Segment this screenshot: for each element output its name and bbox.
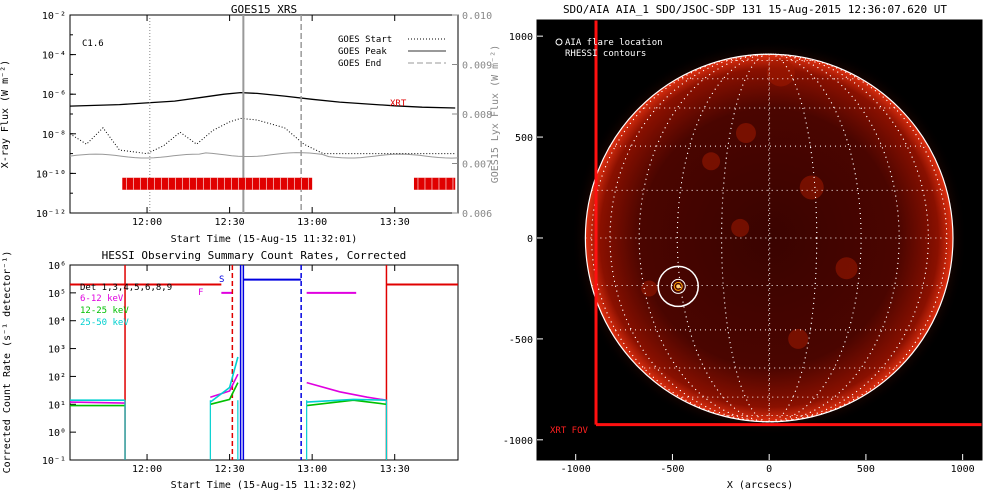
legend-aia-flare: AIA flare location <box>565 38 663 48</box>
goes-legend: GOES Start GOES Peak GOES End <box>338 35 446 69</box>
sun-y-tick-label: 0 <box>527 234 533 245</box>
sun-x-tick-label: 0 <box>766 464 772 475</box>
hessi-y-tick-label: 10⁴ <box>48 317 66 328</box>
xrt-fov-label: XRT FOV <box>550 426 589 436</box>
goes-title: GOES15 XRS <box>231 3 297 16</box>
hessi-detectors: Det 1,3,4,5,6,8,9 <box>80 283 172 293</box>
goes-long-channel-line <box>69 91 456 109</box>
goes-y2-tick-label: 0.006 <box>462 209 492 220</box>
goes-y2label: GOES15 Lyx Flux (W m⁻²) <box>490 45 501 183</box>
sun-active-region <box>766 58 795 87</box>
hessi-x-tick-label: 12:00 <box>132 464 162 475</box>
goes-y2-tick-label: 0.010 <box>462 11 492 22</box>
hessi-y-tick-label: 10² <box>48 372 66 383</box>
sun-active-region <box>641 280 658 297</box>
hessi-xlabel: Start Time (15-Aug-15 11:32:02) <box>171 480 358 491</box>
goes-y-tick-label: 10⁻⁴ <box>42 51 66 62</box>
hessi-y-tick-label: 10⁰ <box>48 428 66 439</box>
sun-grid <box>585 53 949 423</box>
sun-xlabel: X (arcsecs) <box>727 480 793 491</box>
goes-y-tick-label: 10⁻¹⁰ <box>36 169 66 180</box>
hessi-series-line <box>209 356 239 403</box>
sun-active-region <box>735 123 756 144</box>
hessi-y-tick-label: 10¹ <box>48 400 66 411</box>
goes-class-label: C1.6 <box>82 39 104 49</box>
hessi-x-tick-label: 12:30 <box>215 464 245 475</box>
hessi-series-line <box>69 401 126 404</box>
sun-x-tick-label: -500 <box>660 464 684 475</box>
goes-x-tick-label: 12:30 <box>215 217 245 228</box>
legend-25-50: 25-50 keV <box>80 318 129 328</box>
goes-panel: 12:00 12:30 13:00 13:30 10⁻² 10⁻⁴ 10⁻⁶ 10⁻⁸ 10⁻¹… <box>0 3 501 245</box>
sun-active-region <box>731 218 750 237</box>
legend-goes-peak: GOES Peak <box>338 47 387 57</box>
goes-ylabel: X-ray Flux (W m⁻²) <box>0 60 11 168</box>
goes-x-tick-label: 12:00 <box>132 217 162 228</box>
hessi-series-line <box>306 398 387 403</box>
sun-y-tick-label: 500 <box>515 133 533 144</box>
sun-limb <box>584 53 954 423</box>
hessi-y-tick-label: 10⁵ <box>48 289 66 300</box>
hessi-x-tick-label: 13:00 <box>297 464 327 475</box>
sun-x-tick-label: -1000 <box>561 464 591 475</box>
goes-y2-tick-label: 0.007 <box>462 160 492 171</box>
goes-y2-tick-label: 0.009 <box>462 61 492 72</box>
legend-goes-start: GOES Start <box>338 35 392 45</box>
sun-x-tick-label: 500 <box>857 464 875 475</box>
legend-goes-end: GOES End <box>338 59 381 69</box>
xrt-coverage-bar <box>413 177 456 190</box>
hessi-y-tick-label: 10⁻¹ <box>42 456 66 467</box>
xrt-label: XRT <box>390 99 407 109</box>
sun-plot-frame <box>536 19 983 461</box>
legend-rhessi: RHESSI contours <box>565 49 646 59</box>
goes-x-tick-label: 13:30 <box>380 217 410 228</box>
sun-active-region <box>799 175 824 200</box>
flag-s: S <box>219 275 224 285</box>
legend-12-25: 12-25 keV <box>80 306 129 316</box>
goes-x-tick-label: 13:00 <box>297 217 327 228</box>
goes-y-tick-label: 10⁻¹² <box>36 209 66 220</box>
legend-6-12: 6-12 keV <box>80 294 124 304</box>
hessi-plot-frame <box>69 264 459 461</box>
sun-active-region <box>788 328 809 349</box>
flare-kernel <box>676 284 681 289</box>
hessi-x-tick-label: 13:30 <box>380 464 410 475</box>
sun-y-tick-label: -500 <box>509 335 533 346</box>
hessi-ylabel: Corrected Count Rate (s⁻¹ detector⁻¹) <box>2 251 13 474</box>
hessi-series-line <box>306 381 387 401</box>
sun-active-region <box>835 257 858 280</box>
sun-disk <box>585 54 953 422</box>
hessi-title: HESSI Observing Summary Count Rates, Cor… <box>102 249 407 262</box>
sun-y-tick-label: 1000 <box>509 32 533 43</box>
flag-f: F <box>198 288 203 298</box>
hessi-panel: 12:00 12:30 13:00 13:30 10⁶ 10⁵ 10⁴ 10³ 10² 10¹ 10… <box>2 249 459 491</box>
lyman-alpha-line <box>69 152 459 159</box>
hessi-y-tick-label: 10⁶ <box>48 261 66 272</box>
sun-x-tick-label: 1000 <box>951 464 975 475</box>
goes-y2-tick-label: 0.008 <box>462 110 492 121</box>
legend-aia-flare-icon <box>555 38 563 46</box>
rhessi-contour <box>670 278 686 294</box>
goes-y-tick-label: 10⁻⁸ <box>42 130 66 141</box>
sun-title: SDO/AIA AIA_1 SDO/JSOC-SDP 131 15-Aug-20… <box>563 3 947 16</box>
sun-panel: SDO/AIA AIA_1 SDO/JSOC-SDP 131 15-Aug-20… <box>536 3 983 491</box>
sun-longitude-line <box>768 53 771 423</box>
goes-y-tick-label: 10⁻² <box>42 11 66 22</box>
hessi-series-line <box>210 382 239 406</box>
sun-longitude-line <box>721 53 818 423</box>
rhessi-contour <box>673 281 683 291</box>
sun-active-region <box>702 152 721 171</box>
goes-y-tick-label: 10⁻⁶ <box>42 90 66 101</box>
hessi-y-tick-label: 10³ <box>48 345 66 356</box>
goes-xlabel: Start Time (15-Aug-15 11:32:01) <box>171 234 358 245</box>
aia-flare-location-circle <box>657 265 699 308</box>
hessi-series-line <box>210 373 239 398</box>
sun-y-tick-label: -1000 <box>503 436 533 447</box>
